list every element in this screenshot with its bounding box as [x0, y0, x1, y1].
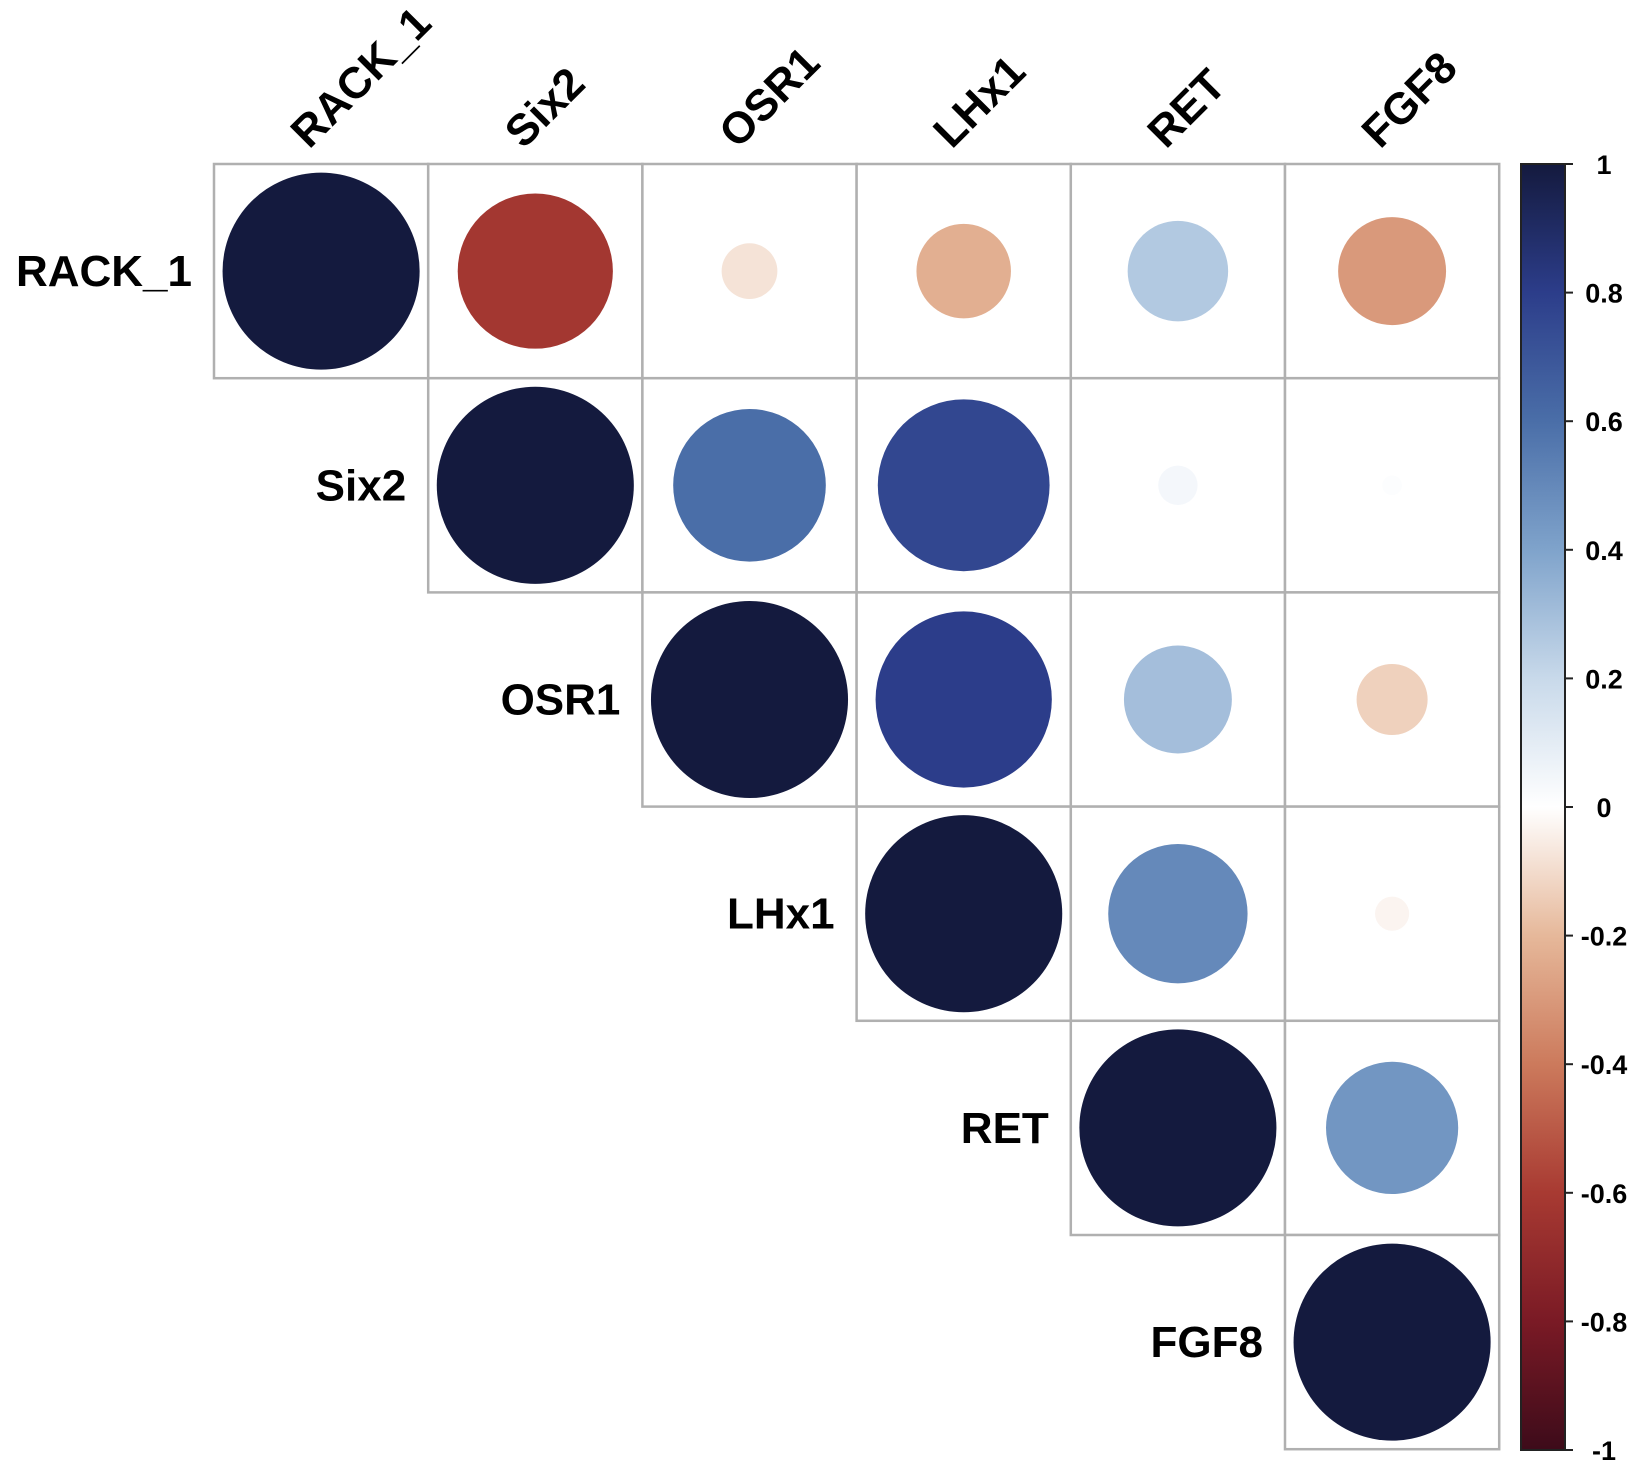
colorbar-tick-label: -0.2	[1581, 922, 1628, 952]
circle-RACK_1-RET	[1127, 220, 1229, 322]
circle-Six2-Six2	[436, 386, 634, 584]
column-label: RACK_1	[282, 0, 441, 157]
row-label: OSR1	[501, 676, 621, 725]
circle-FGF8-FGF8	[1293, 1243, 1491, 1441]
colorbar-tick-label: -0.6	[1581, 1179, 1628, 1209]
circle-Six2-OSR1	[673, 408, 826, 562]
column-label: OSR1	[710, 38, 829, 157]
circle-RACK_1-RACK_1	[222, 172, 420, 370]
colorbar-tick-label: 0.8	[1585, 279, 1623, 309]
colorbar-tick-label: 0.4	[1585, 536, 1623, 566]
row-label: RET	[961, 1104, 1049, 1153]
circle-RACK_1-LHx1	[916, 223, 1011, 319]
circle-LHx1-RET	[1108, 844, 1248, 984]
column-label: RET	[1138, 60, 1235, 157]
colorbar-tick-label: 0.6	[1585, 407, 1623, 437]
circle-LHx1-FGF8	[1375, 896, 1410, 931]
circle-RACK_1-Six2	[457, 193, 613, 349]
colorbar-tick-label: 0.2	[1585, 664, 1623, 694]
colorbar-tick-label: 0	[1596, 793, 1611, 823]
circle-Six2-FGF8	[1382, 475, 1402, 496]
circle-OSR1-FGF8	[1356, 663, 1428, 736]
column-label: Six2	[496, 58, 595, 157]
row-label: FGF8	[1151, 1318, 1263, 1367]
circle-OSR1-OSR1	[650, 600, 849, 799]
circle-RACK_1-OSR1	[721, 243, 778, 299]
circle-RET-FGF8	[1326, 1061, 1459, 1194]
colorbar-tick-label: -0.8	[1581, 1307, 1628, 1337]
cell-OSR1-FGF8	[1283, 591, 1501, 808]
circle-Six2-LHx1	[877, 399, 1050, 572]
row-label: LHx1	[727, 890, 835, 939]
circle-Six2-RET	[1158, 465, 1198, 506]
colorbar-tick-label: -1	[1592, 1436, 1616, 1460]
column-label: FGF8	[1353, 43, 1467, 157]
row-label: RACK_1	[16, 247, 192, 296]
circle-RACK_1-FGF8	[1338, 217, 1447, 326]
cell-OSR1-RET	[1069, 591, 1287, 808]
colorbar	[1520, 163, 1566, 1451]
colorbar-tick-label: -0.4	[1581, 1050, 1628, 1080]
circle-RET-RET	[1079, 1029, 1277, 1227]
column-label: LHx1	[924, 46, 1035, 157]
circle-OSR1-RET	[1123, 645, 1232, 754]
colorbar-tick-label: 1	[1596, 150, 1611, 180]
circle-OSR1-LHx1	[875, 611, 1052, 788]
row-label: Six2	[316, 461, 407, 510]
circle-LHx1-LHx1	[865, 815, 1063, 1013]
